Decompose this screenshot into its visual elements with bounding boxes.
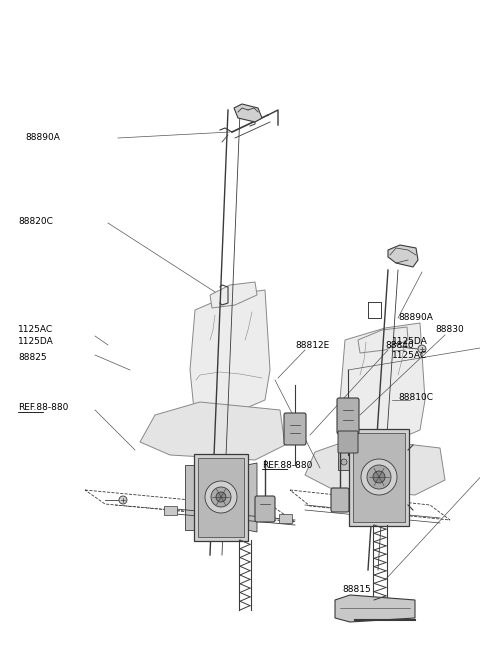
FancyBboxPatch shape [198, 458, 244, 537]
FancyBboxPatch shape [331, 488, 349, 512]
Text: 88812E: 88812E [295, 340, 329, 350]
Circle shape [361, 459, 397, 495]
Circle shape [216, 492, 226, 502]
Circle shape [119, 496, 127, 504]
FancyBboxPatch shape [164, 505, 177, 514]
Text: 88890A: 88890A [398, 313, 433, 323]
Text: 1125AC: 1125AC [392, 350, 427, 359]
Polygon shape [140, 402, 285, 460]
Circle shape [205, 481, 237, 513]
Polygon shape [305, 438, 445, 495]
Polygon shape [190, 290, 270, 420]
Circle shape [211, 487, 231, 507]
Text: 88820C: 88820C [18, 217, 53, 227]
Text: 88890A: 88890A [25, 133, 60, 143]
Text: 88810C: 88810C [398, 394, 433, 403]
Polygon shape [247, 463, 257, 532]
Polygon shape [358, 327, 408, 353]
Polygon shape [340, 323, 425, 450]
Polygon shape [234, 104, 262, 122]
Circle shape [341, 442, 347, 448]
Text: 1125AC: 1125AC [18, 325, 53, 334]
Circle shape [418, 345, 426, 353]
Text: 88815: 88815 [342, 585, 371, 595]
FancyBboxPatch shape [284, 413, 306, 445]
Text: REF.88-880: REF.88-880 [18, 403, 68, 413]
FancyBboxPatch shape [349, 429, 409, 526]
Polygon shape [338, 438, 350, 470]
Text: 88830: 88830 [435, 325, 464, 334]
Circle shape [341, 459, 347, 465]
FancyBboxPatch shape [337, 398, 359, 434]
Polygon shape [210, 282, 257, 308]
Polygon shape [388, 245, 418, 267]
Text: 1125DA: 1125DA [18, 338, 54, 346]
Text: 88825: 88825 [18, 353, 47, 363]
FancyBboxPatch shape [338, 431, 358, 453]
Text: REF.88-880: REF.88-880 [262, 461, 312, 470]
Circle shape [367, 465, 391, 489]
FancyBboxPatch shape [353, 433, 405, 522]
Polygon shape [335, 595, 415, 622]
Text: 88840: 88840 [385, 340, 414, 350]
FancyBboxPatch shape [255, 496, 275, 522]
FancyBboxPatch shape [194, 454, 248, 541]
Text: 1125DA: 1125DA [392, 338, 428, 346]
Circle shape [373, 471, 385, 483]
Polygon shape [185, 465, 195, 530]
FancyBboxPatch shape [278, 514, 291, 522]
